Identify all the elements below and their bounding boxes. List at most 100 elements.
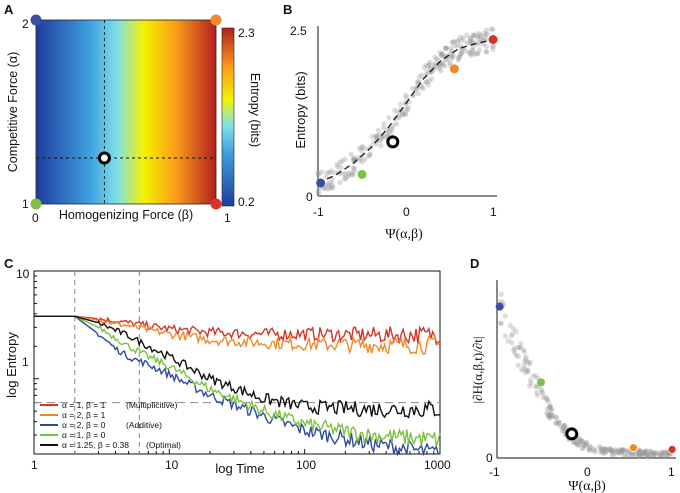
b-cloud-point <box>443 45 449 51</box>
b-cloud-point <box>470 47 476 54</box>
b-cloud-point <box>420 85 426 91</box>
d-cloud-point <box>562 424 568 430</box>
d-cloud-point <box>592 447 598 453</box>
d-cloud-point <box>609 448 615 455</box>
d-cloud-point <box>608 448 614 454</box>
b-cloud-point <box>440 62 446 68</box>
b-cloud-point <box>457 54 463 61</box>
b-cloud-point <box>470 33 477 39</box>
b-cloud-point <box>488 26 495 32</box>
d-cloud-point <box>518 340 524 347</box>
d-cloud-point <box>619 447 625 453</box>
b-cloud-point <box>448 45 454 51</box>
d-cloud-point <box>638 452 644 458</box>
d-cloud-point <box>646 452 653 458</box>
d-cloud-point <box>614 448 620 455</box>
b-cloud-point <box>366 152 372 158</box>
d-cloud-point <box>619 450 625 456</box>
d-cloud-point <box>622 448 628 454</box>
d-cloud-point <box>645 454 652 460</box>
b-cloud-point <box>389 126 395 132</box>
b-cloud-point <box>437 50 443 56</box>
b-cloud-point <box>338 164 344 170</box>
b-cloud-point <box>402 110 408 116</box>
b-cloud-point <box>350 165 356 171</box>
panel-letter-d: D <box>470 256 479 271</box>
d-cloud-point <box>578 437 584 443</box>
d-cloud-point <box>644 452 651 458</box>
b-cloud-point <box>458 51 464 57</box>
b-cloud-point <box>437 64 443 70</box>
d-cloud-point <box>578 437 584 444</box>
d-cloud-point <box>547 403 553 410</box>
d-cloud-point <box>640 449 646 456</box>
c-y-tick-1: 1 <box>22 355 29 369</box>
d-cloud-point <box>547 405 553 411</box>
d-cloud-point <box>583 439 589 446</box>
d-cloud-point <box>560 426 567 432</box>
legend-label-1: α = 2, β = 1 <box>62 410 106 420</box>
d-cloud-point <box>666 452 672 459</box>
d-cloud-point <box>513 352 519 359</box>
d-cloud-point <box>602 446 608 452</box>
heatmap-border <box>35 19 217 205</box>
b-fit-curve <box>317 38 495 184</box>
d-cloud-point <box>549 413 555 419</box>
b-cloud-point <box>326 181 332 187</box>
d-cloud-point <box>596 444 603 450</box>
d-cloud-point <box>522 358 528 364</box>
d-cloud-point <box>555 420 561 427</box>
b-cloud-point <box>326 170 333 176</box>
d-cloud-point <box>581 442 587 448</box>
b-cloud-point <box>379 135 385 141</box>
panel-letter-b: B <box>283 2 292 17</box>
d-cloud-point <box>547 412 553 418</box>
d-cloud-point <box>547 415 553 421</box>
b-cloud-point <box>490 26 496 33</box>
b-cloud-point <box>483 32 489 38</box>
colorbar-max-label: 2.3 <box>238 26 255 40</box>
d-cloud-point <box>579 445 585 451</box>
d-cloud-point <box>527 377 534 383</box>
b-cloud-point <box>484 49 490 55</box>
d-cloud-point <box>649 450 655 456</box>
panel-d: D 0 -1 0 1 Ψ(α,β) |∂H(α,β,t)/∂t| <box>470 256 677 493</box>
d-cloud-point <box>619 448 625 454</box>
b-cloud-point <box>471 32 477 38</box>
b-cloud-point <box>324 170 330 176</box>
d-cloud-point <box>498 320 504 326</box>
d-cloud-point <box>605 446 611 453</box>
d-cloud-point <box>553 420 559 426</box>
b-cloud-point <box>348 151 354 157</box>
b-cloud-point <box>456 53 462 59</box>
d-cloud-point <box>629 452 635 459</box>
d-cloud-point <box>544 397 550 403</box>
b-cloud-point <box>442 63 448 69</box>
b-cloud-point <box>455 39 461 45</box>
b-cloud-point <box>467 50 473 56</box>
d-point-optimal <box>565 427 579 441</box>
d-cloud-point <box>546 412 552 418</box>
b-cloud-point <box>359 159 365 165</box>
d-cloud-point <box>574 439 580 445</box>
d-cloud-point <box>653 450 659 456</box>
d-cloud-point <box>544 406 550 412</box>
d-cloud-point <box>524 358 530 365</box>
b-cloud-point <box>490 43 496 50</box>
d-cloud-point <box>636 448 642 454</box>
d-cloud-point <box>553 415 559 421</box>
b-y-tick-zero: 0 <box>306 190 313 204</box>
d-cloud-point <box>572 439 578 445</box>
d-cloud-point <box>584 440 590 446</box>
b-cloud-point <box>423 79 430 85</box>
d-cloud-point <box>526 361 533 367</box>
d-cloud-point <box>597 449 603 455</box>
d-cloud-point <box>579 440 586 446</box>
d-cloud-point <box>610 449 616 455</box>
heatmap-x-label: Homogenizing Force (β) <box>59 208 193 222</box>
heatmap-field <box>36 20 216 204</box>
b-cloud-point <box>377 131 383 138</box>
d-gray-point-cloud <box>497 291 674 460</box>
legend-note-2: (Additive) <box>126 420 162 430</box>
b-cloud-point <box>363 146 369 152</box>
